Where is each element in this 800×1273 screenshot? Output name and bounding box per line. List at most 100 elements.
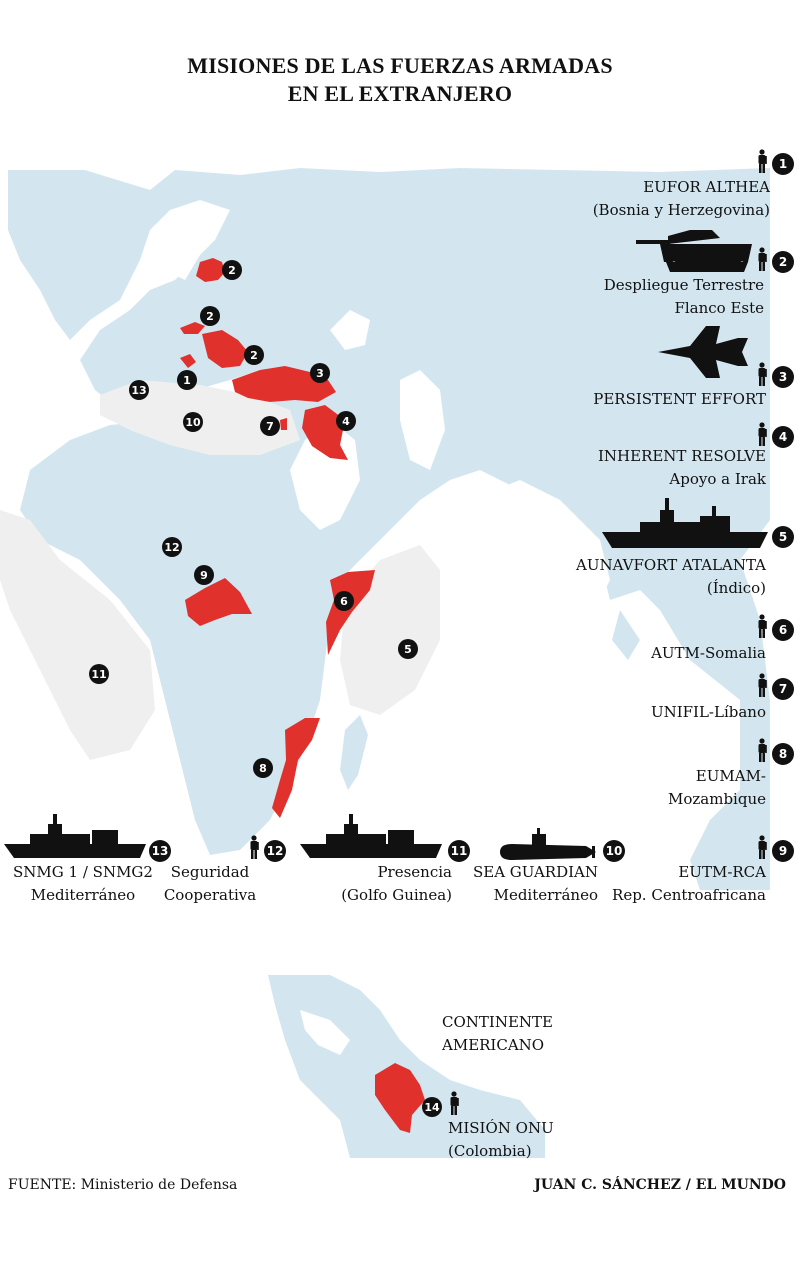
legend-label-7: UNIFIL-Líbano (650, 703, 766, 721)
marker-map-9: 9 (194, 565, 214, 585)
legend-label-11: Presencia (Golfo Guinea) (341, 863, 452, 904)
legend-badges: 1 2 3 4 5 6 7 8 9 13 12 11 10 (149, 153, 794, 862)
svg-text:4: 4 (342, 415, 350, 428)
svg-text:1: 1 (183, 374, 191, 387)
legend-badge-4: 4 (772, 426, 794, 448)
legend-badge-11: 11 (448, 840, 470, 862)
legend-badge-2: 2 (772, 251, 794, 273)
marker-map-2a: 2 (222, 260, 242, 280)
marker-map-3: 3 (310, 363, 330, 383)
source-label: FUENTE: (8, 1177, 77, 1193)
svg-text:2: 2 (228, 264, 236, 277)
map-markers: 2 2 2 1 13 3 10 7 4 12 9 6 5 11 8 14 (89, 260, 442, 1117)
legend-badge-13: 13 (149, 840, 171, 862)
area-bosnia (180, 354, 196, 368)
warship-icon (300, 814, 442, 858)
legend-label-14: MISIÓN ONU (Colombia) (448, 1119, 554, 1160)
svg-text:6: 6 (340, 595, 348, 608)
legend-badge-7: 7 (772, 678, 794, 700)
soldier-icon (758, 614, 767, 638)
svg-text:8: 8 (779, 747, 787, 761)
legend-label-4: INHERENT RESOLVE Apoyo a Irak (597, 447, 766, 488)
legend-badge-10: 10 (603, 840, 625, 862)
legend-label-3: PERSISTENT EFFORT (593, 390, 766, 408)
svg-text:9: 9 (779, 844, 787, 858)
svg-text:14: 14 (424, 1101, 440, 1114)
marker-map-12: 12 (162, 537, 182, 557)
legend-icons (4, 149, 768, 1115)
svg-text:3: 3 (779, 370, 787, 384)
svg-text:13: 13 (131, 384, 146, 397)
marker-map-13: 13 (129, 380, 149, 400)
svg-text:4: 4 (779, 430, 787, 444)
svg-text:2: 2 (206, 310, 214, 323)
title-line-2: EN EL EXTRANJERO (287, 81, 513, 106)
warship-icon (602, 498, 768, 548)
zone-indico (340, 545, 440, 715)
credit: JUAN C. SÁNCHEZ / EL MUNDO (534, 1177, 786, 1193)
submarine-icon (500, 828, 596, 860)
area-colombia (375, 1063, 425, 1133)
svg-text:11: 11 (91, 668, 106, 681)
svg-text:5: 5 (404, 643, 412, 656)
svg-text:7: 7 (266, 420, 274, 433)
source-note: FUENTE: Ministerio de Defensa (8, 1177, 237, 1193)
legend-badge-12: 12 (264, 840, 286, 862)
source-value: Ministerio de Defensa (80, 1177, 238, 1193)
svg-text:3: 3 (316, 367, 324, 380)
area-romania (202, 330, 248, 368)
area-slovakia (180, 322, 205, 334)
americas-inset (268, 975, 545, 1158)
area-somalia (326, 570, 375, 655)
marker-map-4: 4 (336, 411, 356, 431)
area-baltic (196, 258, 225, 282)
marker-map-5: 5 (398, 639, 418, 659)
svg-text:11: 11 (451, 844, 468, 858)
svg-text:2: 2 (250, 349, 258, 362)
svg-text:2: 2 (779, 255, 787, 269)
marker-map-7: 7 (260, 416, 280, 436)
area-lebanon (280, 418, 287, 430)
svg-text:7: 7 (779, 682, 787, 696)
marker-map-11: 11 (89, 664, 109, 684)
legend-label-13: SNMG 1 / SNMG2 Mediterráneo (13, 863, 153, 904)
marker-map-8: 8 (253, 758, 273, 778)
marker-map-2b: 2 (200, 306, 220, 326)
area-turkey (232, 366, 336, 402)
marker-map-10: 10 (183, 412, 203, 432)
legend-label-9: EUTM-RCA Rep. Centroafricana (612, 863, 766, 904)
svg-text:12: 12 (267, 844, 284, 858)
area-mozambique (272, 718, 320, 818)
svg-text:5: 5 (779, 530, 787, 544)
marker-map-1: 1 (177, 370, 197, 390)
legend-badge-9: 9 (772, 840, 794, 862)
tank-icon (636, 230, 752, 272)
legend-label-1: EUFOR ALTHEA (Bosnia y Herzegovina) (592, 178, 770, 219)
svg-text:6: 6 (779, 623, 787, 637)
svg-text:1: 1 (779, 157, 787, 171)
legend-label-12: Seguridad Cooperativa (163, 863, 257, 904)
svg-text:12: 12 (164, 541, 179, 554)
legend-badge-6: 6 (772, 619, 794, 641)
land-europe-asia-africa (8, 168, 770, 890)
page-title: MISIONES DE LAS FUERZAS ARMADAS EN EL EX… (0, 52, 800, 108)
area-rca (185, 578, 252, 626)
seas (160, 215, 610, 610)
svg-text:9: 9 (200, 569, 208, 582)
legend-label-5: AUNAVFORT ATALANTA (Índico) (576, 556, 766, 597)
legend-label-8: EUMAM- Mozambique (668, 767, 766, 808)
svg-text:8: 8 (259, 762, 267, 775)
svg-text:10: 10 (185, 416, 201, 429)
svg-text:10: 10 (606, 844, 623, 858)
fighter-jet-icon (658, 326, 748, 378)
title-line-1: MISIONES DE LAS FUERZAS ARMADAS (187, 53, 613, 78)
legend-badge-3: 3 (772, 366, 794, 388)
legend-label-2: Despliegue Terrestre Flanco Este (603, 276, 764, 317)
soldier-icon (250, 835, 259, 859)
svg-text:13: 13 (152, 844, 169, 858)
marker-map-14: 14 (422, 1097, 442, 1117)
warship-icon (4, 814, 146, 858)
zone-golfo-guinea (0, 510, 155, 760)
legend-badge-1: 1 (772, 153, 794, 175)
